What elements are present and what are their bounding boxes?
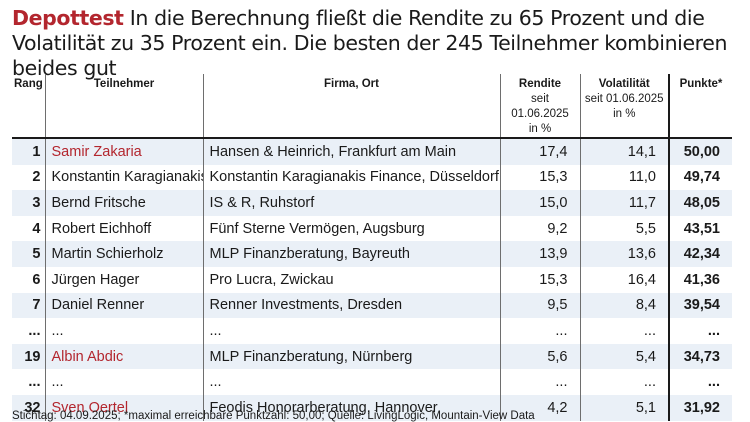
header-participant: Teilnehmer	[44, 74, 203, 139]
cell-return: ...	[499, 369, 580, 395]
cell-return: 9,2	[499, 215, 580, 242]
header-return-sub2: in %	[528, 123, 552, 135]
header-volatility-sub1: seit 01.06.2025	[584, 93, 664, 105]
table-row: 3 Bernd Fritsche IS & R, Ruhstorf 15,0 11,7 4…	[12, 190, 732, 216]
ranking-table: Rang Teilnehmer Firma, Ort Rendite seit …	[12, 74, 732, 421]
table-row: 4 Robert Eichhoff Fünf Sterne Vermögen, Au…	[12, 215, 732, 242]
cell-participant: Robert Eichhoff	[44, 215, 203, 242]
cell-company: Fünf Sterne Vermögen, Augsburg	[202, 215, 500, 242]
table-row: 2 Konstantin Karagianakis Konstantin Karag…	[12, 164, 732, 191]
cell-company: IS & R, Ruhstorf	[202, 190, 500, 216]
cell-points: 41,36	[668, 266, 732, 293]
cell-volatility: 16,4	[579, 266, 669, 293]
cell-points: 48,05	[668, 190, 732, 216]
cell-participant: Konstantin Karagianakis	[44, 164, 203, 191]
cell-volatility: ...	[579, 369, 669, 395]
cell-rank: 4	[32, 220, 41, 237]
cell-volatility: 14,1	[579, 138, 669, 165]
cell-points: 49,74	[668, 164, 732, 191]
cell-volatility: 11,7	[579, 190, 669, 216]
cell-rank: 3	[12, 190, 45, 216]
cell-company: Feodis Honorarberatung, Hannover	[202, 394, 500, 421]
cell-points: 42,34	[668, 241, 732, 267]
table-row: 7 Daniel Renner Renner Investments, Dresde…	[12, 292, 732, 319]
cell-participant: Samir Zakaria	[44, 138, 203, 165]
cell-return: 15,3	[499, 266, 580, 293]
header-company: Firma, Ort	[202, 74, 500, 139]
cell-points: ...	[668, 318, 732, 344]
cell-company: Pro Lucra, Zwickau	[202, 266, 500, 293]
cell-rank: 19	[12, 343, 45, 370]
table-row: 1 Samir Zakaria Hansen & Heinrich, Frankfu…	[12, 138, 732, 165]
cell-rank: 32	[12, 394, 45, 421]
footnote: Stichtag: 04.09.2025; *maximal erreichba…	[12, 410, 535, 422]
cell-return: 15,0	[499, 190, 580, 216]
cell-company: MLP Finanzberatung, Nürnberg	[202, 343, 500, 370]
cell-rank: 1	[12, 138, 45, 165]
cell-volatility: 5,4	[579, 343, 669, 370]
header-rank: Rang	[12, 74, 45, 139]
cell-participant: Sven Oertel	[44, 394, 203, 421]
cell-participant: Albin Abdic	[44, 343, 203, 370]
cell-points: ...	[668, 369, 732, 395]
header-return: Rendite seit 01.06.2025 in %	[499, 74, 580, 139]
cell-participant: Bernd Fritsche	[44, 190, 203, 216]
cell-participant: Martin Schierholz	[44, 241, 203, 267]
cell-participant: ...	[44, 369, 203, 395]
table-row: 5 Martin Schierholz MLP Finanzberatung, Ba…	[12, 241, 732, 267]
cell-company: ...	[202, 318, 500, 344]
cell-return: 9,5	[499, 292, 580, 319]
cell-return: 15,3	[499, 164, 580, 191]
headline: Depottest In die Berechnung fließt die R…	[12, 6, 742, 81]
header-volatility-label: Volatilität	[598, 78, 650, 90]
cell-return: ...	[499, 318, 580, 344]
header-return-label: Rendite	[518, 78, 562, 90]
cell-participant: Daniel Renner	[44, 292, 203, 319]
cell-points: 31,92	[668, 394, 732, 421]
cell-points: 34,73	[668, 343, 732, 370]
cell-volatility: 5,5	[579, 215, 669, 242]
headline-kicker: Depottest	[12, 6, 124, 30]
cell-points: 39,54	[668, 292, 732, 319]
cell-rank: ...	[28, 374, 41, 391]
headline-text: In die Berechnung fließt die Rendite zu …	[12, 6, 728, 80]
table-row: 32 Sven Oertel Feodis Honorarberatung, Han…	[12, 394, 732, 421]
table-row: ..................	[12, 318, 732, 344]
cell-return: 4,2	[499, 394, 580, 421]
table-row: ..................	[12, 369, 732, 395]
cell-company: Renner Investments, Dresden	[202, 292, 500, 319]
table-row: 6 Jürgen Hager Pro Lucra, Zwickau 15,3 16,4 4…	[12, 266, 732, 293]
cell-rank: 7	[12, 292, 45, 319]
cell-rank: 5	[12, 241, 45, 267]
header-points: Punkte*	[668, 74, 732, 139]
cell-volatility: 8,4	[579, 292, 669, 319]
cell-company: Konstantin Karagianakis Finance, Düsseld…	[202, 164, 500, 191]
cell-volatility: 13,6	[579, 241, 669, 267]
cell-company: Hansen & Heinrich, Frankfurt am Main	[202, 138, 500, 165]
cell-rank: ...	[28, 322, 41, 339]
cell-return: 5,6	[499, 343, 580, 370]
cell-points: 43,51	[668, 215, 732, 242]
cell-company: ...	[202, 369, 500, 395]
cell-return: 17,4	[499, 138, 580, 165]
cell-rank: 6	[32, 271, 41, 288]
cell-company: MLP Finanzberatung, Bayreuth	[202, 241, 500, 267]
cell-points: 50,00	[668, 138, 732, 165]
header-return-sub1: seit 01.06.2025	[511, 93, 569, 120]
cell-participant: Jürgen Hager	[44, 266, 203, 293]
header-volatility-sub2: in %	[613, 108, 636, 120]
table-body: 1 Samir Zakaria Hansen & Heinrich, Frankfu…	[12, 138, 732, 421]
cell-return: 13,9	[499, 241, 580, 267]
cell-volatility: ...	[579, 318, 669, 344]
header-volatility: Volatilität seit 01.06.2025 in %	[579, 74, 669, 139]
cell-rank: 2	[32, 169, 41, 186]
cell-volatility: 5,1	[579, 394, 669, 421]
table-row: 19 Albin Abdic MLP Finanzberatung, Nürnber…	[12, 343, 732, 370]
table-header-row: Rang Teilnehmer Firma, Ort Rendite seit …	[12, 74, 732, 139]
cell-volatility: 11,0	[579, 164, 669, 191]
cell-participant: ...	[44, 318, 203, 344]
